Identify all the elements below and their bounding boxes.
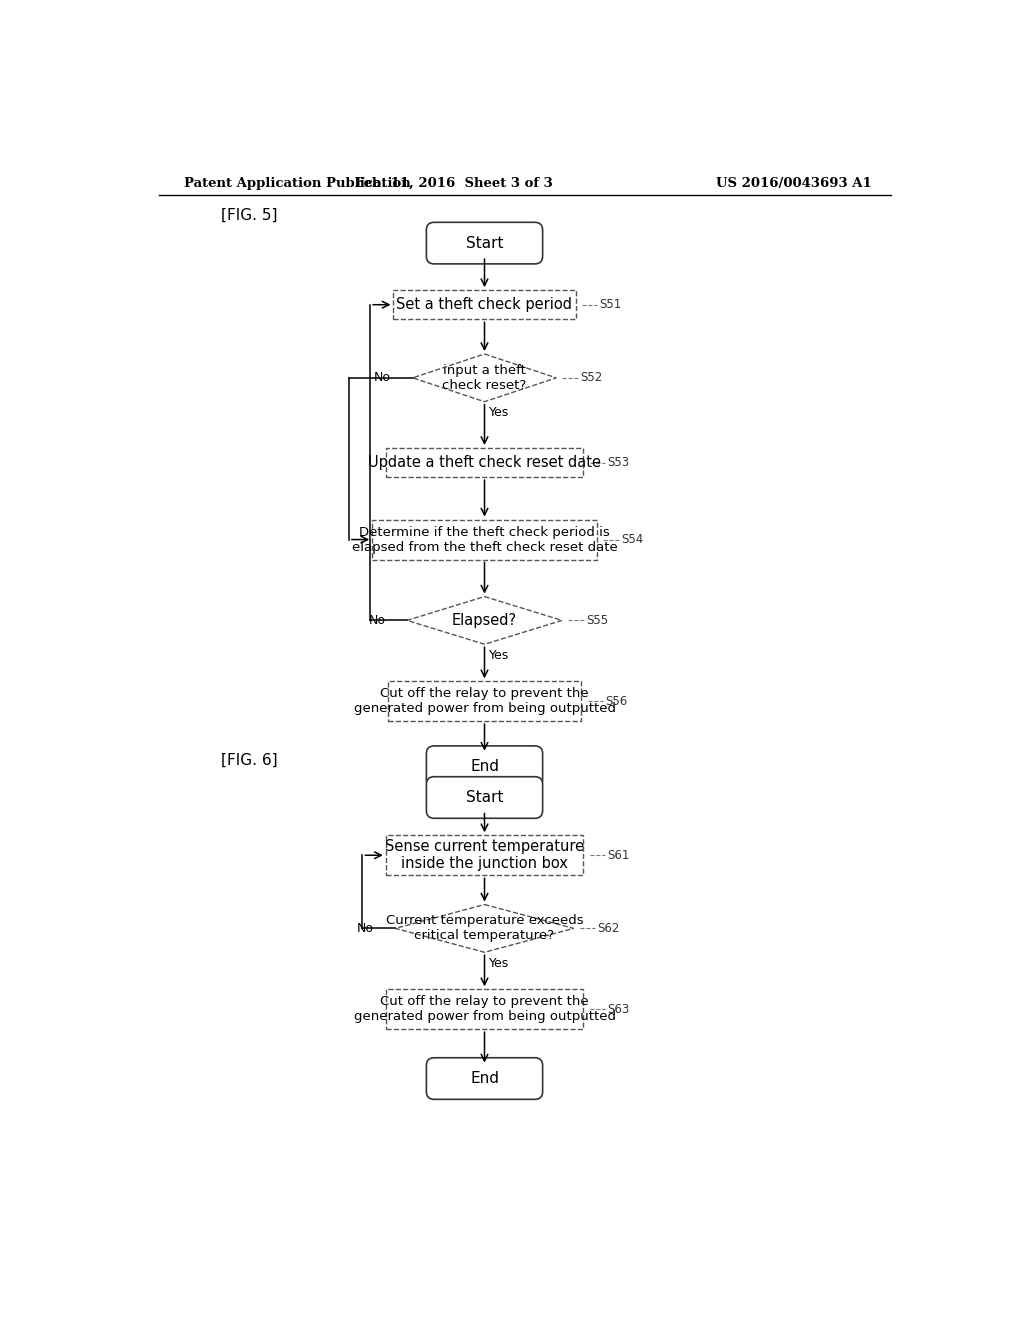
FancyBboxPatch shape [426, 746, 543, 788]
Text: S56: S56 [605, 694, 628, 708]
FancyBboxPatch shape [386, 447, 584, 478]
Polygon shape [395, 904, 573, 952]
Text: [FIG. 5]: [FIG. 5] [221, 207, 278, 223]
FancyBboxPatch shape [372, 520, 597, 560]
Text: Start: Start [466, 235, 503, 251]
Text: Update a theft check reset date: Update a theft check reset date [368, 455, 601, 470]
FancyBboxPatch shape [386, 989, 584, 1030]
Text: US 2016/0043693 A1: US 2016/0043693 A1 [716, 177, 872, 190]
Text: Yes: Yes [489, 957, 509, 970]
Text: Patent Application Publication: Patent Application Publication [183, 177, 411, 190]
FancyBboxPatch shape [388, 681, 582, 721]
Polygon shape [407, 597, 562, 644]
Polygon shape [413, 354, 556, 401]
Text: Cut off the relay to prevent the
generated power from being outputted: Cut off the relay to prevent the generat… [353, 688, 615, 715]
FancyBboxPatch shape [426, 222, 543, 264]
Text: S55: S55 [586, 614, 608, 627]
Text: S62: S62 [598, 921, 620, 935]
Text: No: No [369, 614, 385, 627]
Text: Set a theft check period: Set a theft check period [396, 297, 572, 313]
Text: Yes: Yes [489, 649, 509, 661]
Text: Feb. 11, 2016  Sheet 3 of 3: Feb. 11, 2016 Sheet 3 of 3 [354, 177, 552, 190]
FancyBboxPatch shape [393, 290, 575, 319]
FancyBboxPatch shape [426, 776, 543, 818]
Text: End: End [470, 1071, 499, 1086]
Text: Start: Start [466, 789, 503, 805]
Text: Sense current temperature
inside the junction box: Sense current temperature inside the jun… [385, 840, 584, 871]
Text: Determine if the theft check period is
elapsed from the theft check reset date: Determine if the theft check period is e… [351, 525, 617, 553]
Text: S52: S52 [581, 371, 602, 384]
Text: [FIG. 6]: [FIG. 6] [221, 752, 278, 768]
Text: Elapsed?: Elapsed? [452, 612, 517, 628]
Text: input a theft
check reset?: input a theft check reset? [442, 364, 526, 392]
Text: Current temperature exceeds
critical temperature?: Current temperature exceeds critical tem… [386, 915, 584, 942]
Text: S63: S63 [607, 1003, 630, 1016]
Text: S53: S53 [607, 455, 630, 469]
Text: S61: S61 [607, 849, 630, 862]
FancyBboxPatch shape [426, 1057, 543, 1100]
Text: Yes: Yes [489, 407, 509, 420]
FancyBboxPatch shape [386, 836, 584, 875]
Text: No: No [356, 921, 374, 935]
Text: End: End [470, 759, 499, 775]
Text: S51: S51 [600, 298, 622, 312]
Text: No: No [374, 371, 391, 384]
Text: Cut off the relay to prevent the
generated power from being outputted: Cut off the relay to prevent the generat… [353, 995, 615, 1023]
Text: S54: S54 [621, 533, 643, 546]
